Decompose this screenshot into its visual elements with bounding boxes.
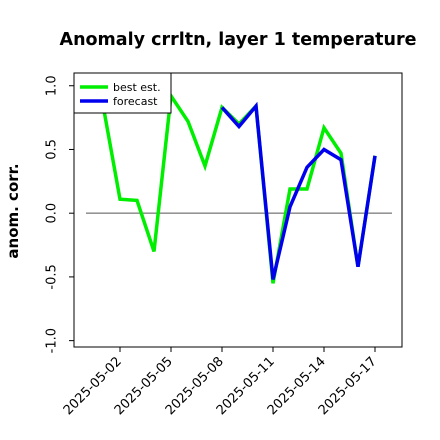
y-tick-label: -0.5 <box>45 264 60 289</box>
y-tick-label: 0.5 <box>45 139 60 160</box>
legend-label-2: forecast <box>113 95 158 108</box>
y-tick-label: 0.0 <box>45 203 60 224</box>
chart-title: Anomaly crrltn, layer 1 temperature <box>60 30 417 50</box>
plot-frame <box>73 72 403 348</box>
y-tick-label: -1.0 <box>45 328 60 353</box>
series-line-2 <box>220 101 377 280</box>
y-tick-label: 1.0 <box>45 75 60 96</box>
y-axis-label: anom. corr. <box>4 163 22 258</box>
legend-box <box>73 72 172 114</box>
legend-label-1: best est. <box>113 81 161 94</box>
